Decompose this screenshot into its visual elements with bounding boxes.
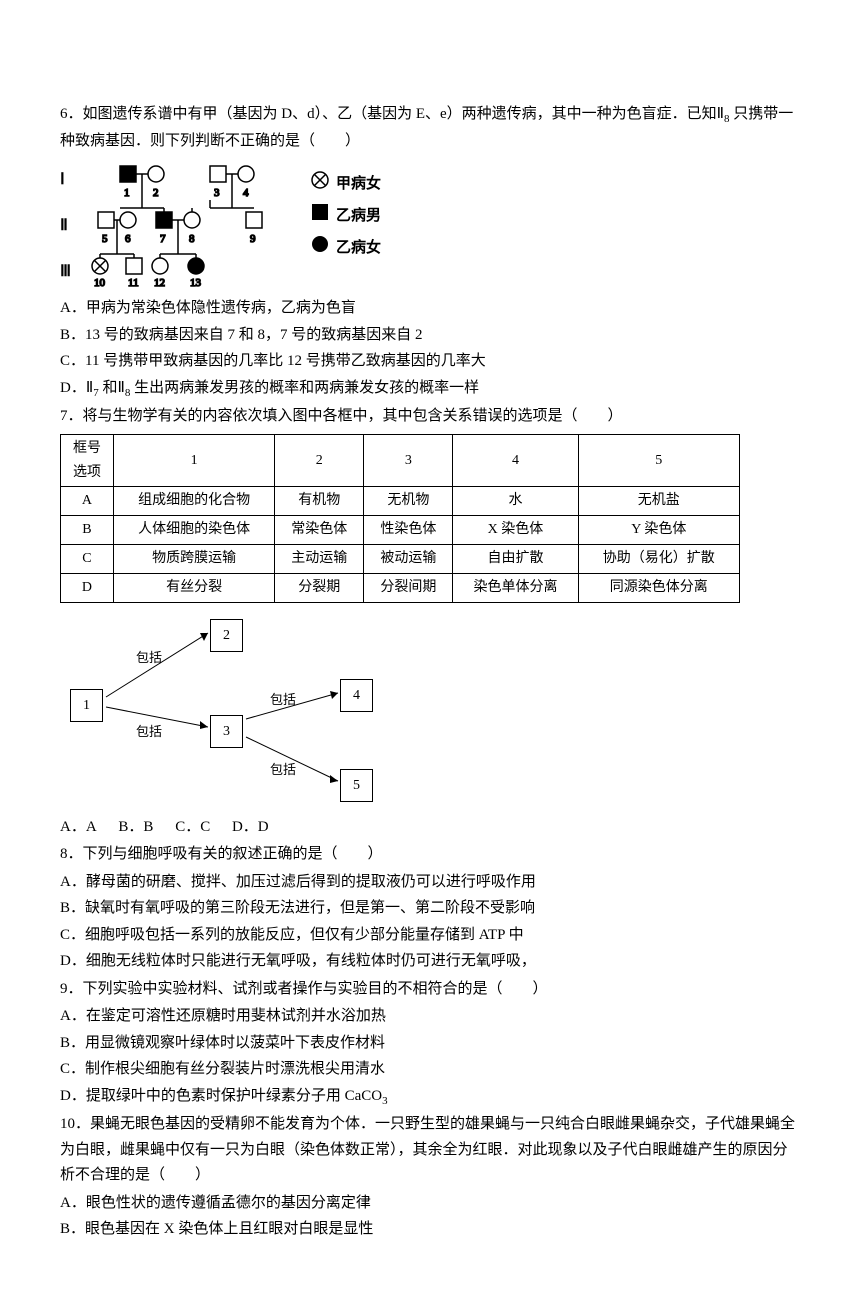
gen-label-3: Ⅲ [60, 258, 71, 285]
svg-text:7: 7 [160, 233, 166, 245]
table-header-row: 框号 选项 1 2 3 4 5 [61, 434, 740, 487]
svg-text:6: 6 [125, 233, 131, 245]
svg-text:13: 13 [190, 277, 202, 289]
q6-stem: 6．如图遗传系谱中有甲（基因为 D、d）、乙（基因为 E、e）两种遗传病，其中一… [60, 102, 800, 154]
edge-label-3: 包括 [270, 689, 296, 711]
q7-opt-a: A．A [60, 819, 97, 835]
pedigree-svg: 1 2 3 4 5 6 7 8 9 10 11 12 [60, 160, 480, 290]
q9-opt-b: B．用显微镜观察叶绿体时以菠菜叶下表皮作材料 [60, 1031, 800, 1057]
q9-opt-a: A．在鉴定可溶性还原糖时用斐林试剂并水浴加热 [60, 1004, 800, 1030]
q7-opt-b: B．B [118, 819, 153, 835]
q7-table: 框号 选项 1 2 3 4 5 A组成细胞的化合物有机物无机物水无机盐 B人体细… [60, 434, 740, 603]
svg-text:10: 10 [94, 277, 106, 289]
legend-2: 乙病男 [336, 204, 381, 230]
q7-options: A．A B．B C．C D．D [60, 815, 800, 841]
table-row: C物质跨膜运输主动运输被动运输自由扩散协助（易化）扩散 [61, 545, 740, 574]
q6-stem-text: 6．如图遗传系谱中有甲（基因为 D、d）、乙（基因为 E、e）两种遗传病，其中一… [60, 106, 724, 122]
q7-opt-c: C．C [175, 819, 210, 835]
th-5: 5 [578, 434, 739, 487]
table-row: D有丝分裂分裂期分裂间期染色单体分离同源染色体分离 [61, 573, 740, 602]
q7-opt-d: D．D [232, 819, 269, 835]
q8-opt-d: D．细胞无线粒体时只能进行无氧呼吸，有线粒体时仍可进行无氧呼吸， [60, 949, 800, 975]
q8-stem: 8．下列与细胞呼吸有关的叙述正确的是（ ） [60, 842, 800, 868]
q6-opt-a: A．甲病为常染色体隐性遗传病，乙病为色盲 [60, 296, 800, 322]
th-0: 框号 选项 [61, 434, 114, 487]
q9-opt-c: C．制作根尖细胞有丝分裂装片时漂洗根尖用清水 [60, 1057, 800, 1083]
svg-text:9: 9 [250, 233, 256, 245]
table-row: B人体细胞的染色体常染色体性染色体X 染色体Y 染色体 [61, 516, 740, 545]
pedigree-diagram: Ⅰ Ⅱ Ⅲ 1 2 3 4 5 6 7 8 9 [60, 160, 480, 290]
svg-text:3: 3 [214, 187, 220, 199]
th-4: 4 [453, 434, 578, 487]
flow-svg [60, 609, 420, 809]
svg-text:5: 5 [102, 233, 108, 245]
q7-flow-diagram: 1 2 3 4 5 包括 包括 包括 包括 [60, 609, 420, 809]
q10-opt-b: B．眼色基因在 X 染色体上且红眼对白眼是显性 [60, 1217, 800, 1243]
edge-label-4: 包括 [270, 759, 296, 781]
q6-opt-b: B．13 号的致病基因来自 7 和 8，7 号的致病基因来自 2 [60, 323, 800, 349]
table-row: A组成细胞的化合物有机物无机物水无机盐 [61, 487, 740, 516]
legend-1: 甲病女 [336, 172, 381, 198]
q8-opt-c: C．细胞呼吸包括一系列的放能反应，但仅有少部分能量存储到 ATP 中 [60, 923, 800, 949]
q7-stem: 7．将与生物学有关的内容依次填入图中各框中，其中包含关系错误的选项是（ ） [60, 404, 800, 430]
gen-label-2: Ⅱ [60, 212, 68, 239]
th-3: 3 [364, 434, 453, 487]
q9-opt-d: D．提取绿叶中的色素时保护叶绿素分子用 CaCO3 [60, 1084, 800, 1111]
q8-opt-b: B．缺氧时有氧呼吸的第三阶段无法进行，但是第一、第二阶段不受影响 [60, 896, 800, 922]
svg-text:1: 1 [124, 187, 130, 199]
th-1: 1 [113, 434, 274, 487]
q6-opt-d: D．Ⅱ7 和Ⅱ8 生出两病兼发男孩的概率和两病兼发女孩的概率一样 [60, 376, 800, 403]
q6-opt-c: C．11 号携带甲致病基因的几率比 12 号携带乙致病基因的几率大 [60, 349, 800, 375]
legend-3: 乙病女 [336, 236, 381, 262]
q9-stem: 9．下列实验中实验材料、试剂或者操作与实验目的不相符合的是（ ） [60, 977, 800, 1003]
svg-text:4: 4 [243, 187, 249, 199]
svg-text:8: 8 [189, 233, 195, 245]
gen-label-1: Ⅰ [60, 166, 65, 193]
svg-text:11: 11 [128, 277, 139, 289]
svg-text:2: 2 [153, 187, 159, 199]
th-2: 2 [275, 434, 364, 487]
edge-label-1: 包括 [136, 647, 162, 669]
q10-opt-a: A．眼色性状的遗传遵循孟德尔的基因分离定律 [60, 1191, 800, 1217]
edge-label-2: 包括 [136, 721, 162, 743]
q10-stem: 10．果蝇无眼色基因的受精卵不能发育为个体．一只野生型的雄果蝇与一只纯合白眼雌果… [60, 1112, 800, 1189]
svg-text:12: 12 [154, 277, 165, 289]
q8-opt-a: A．酵母菌的研磨、搅拌、加压过滤后得到的提取液仍可以进行呼吸作用 [60, 870, 800, 896]
